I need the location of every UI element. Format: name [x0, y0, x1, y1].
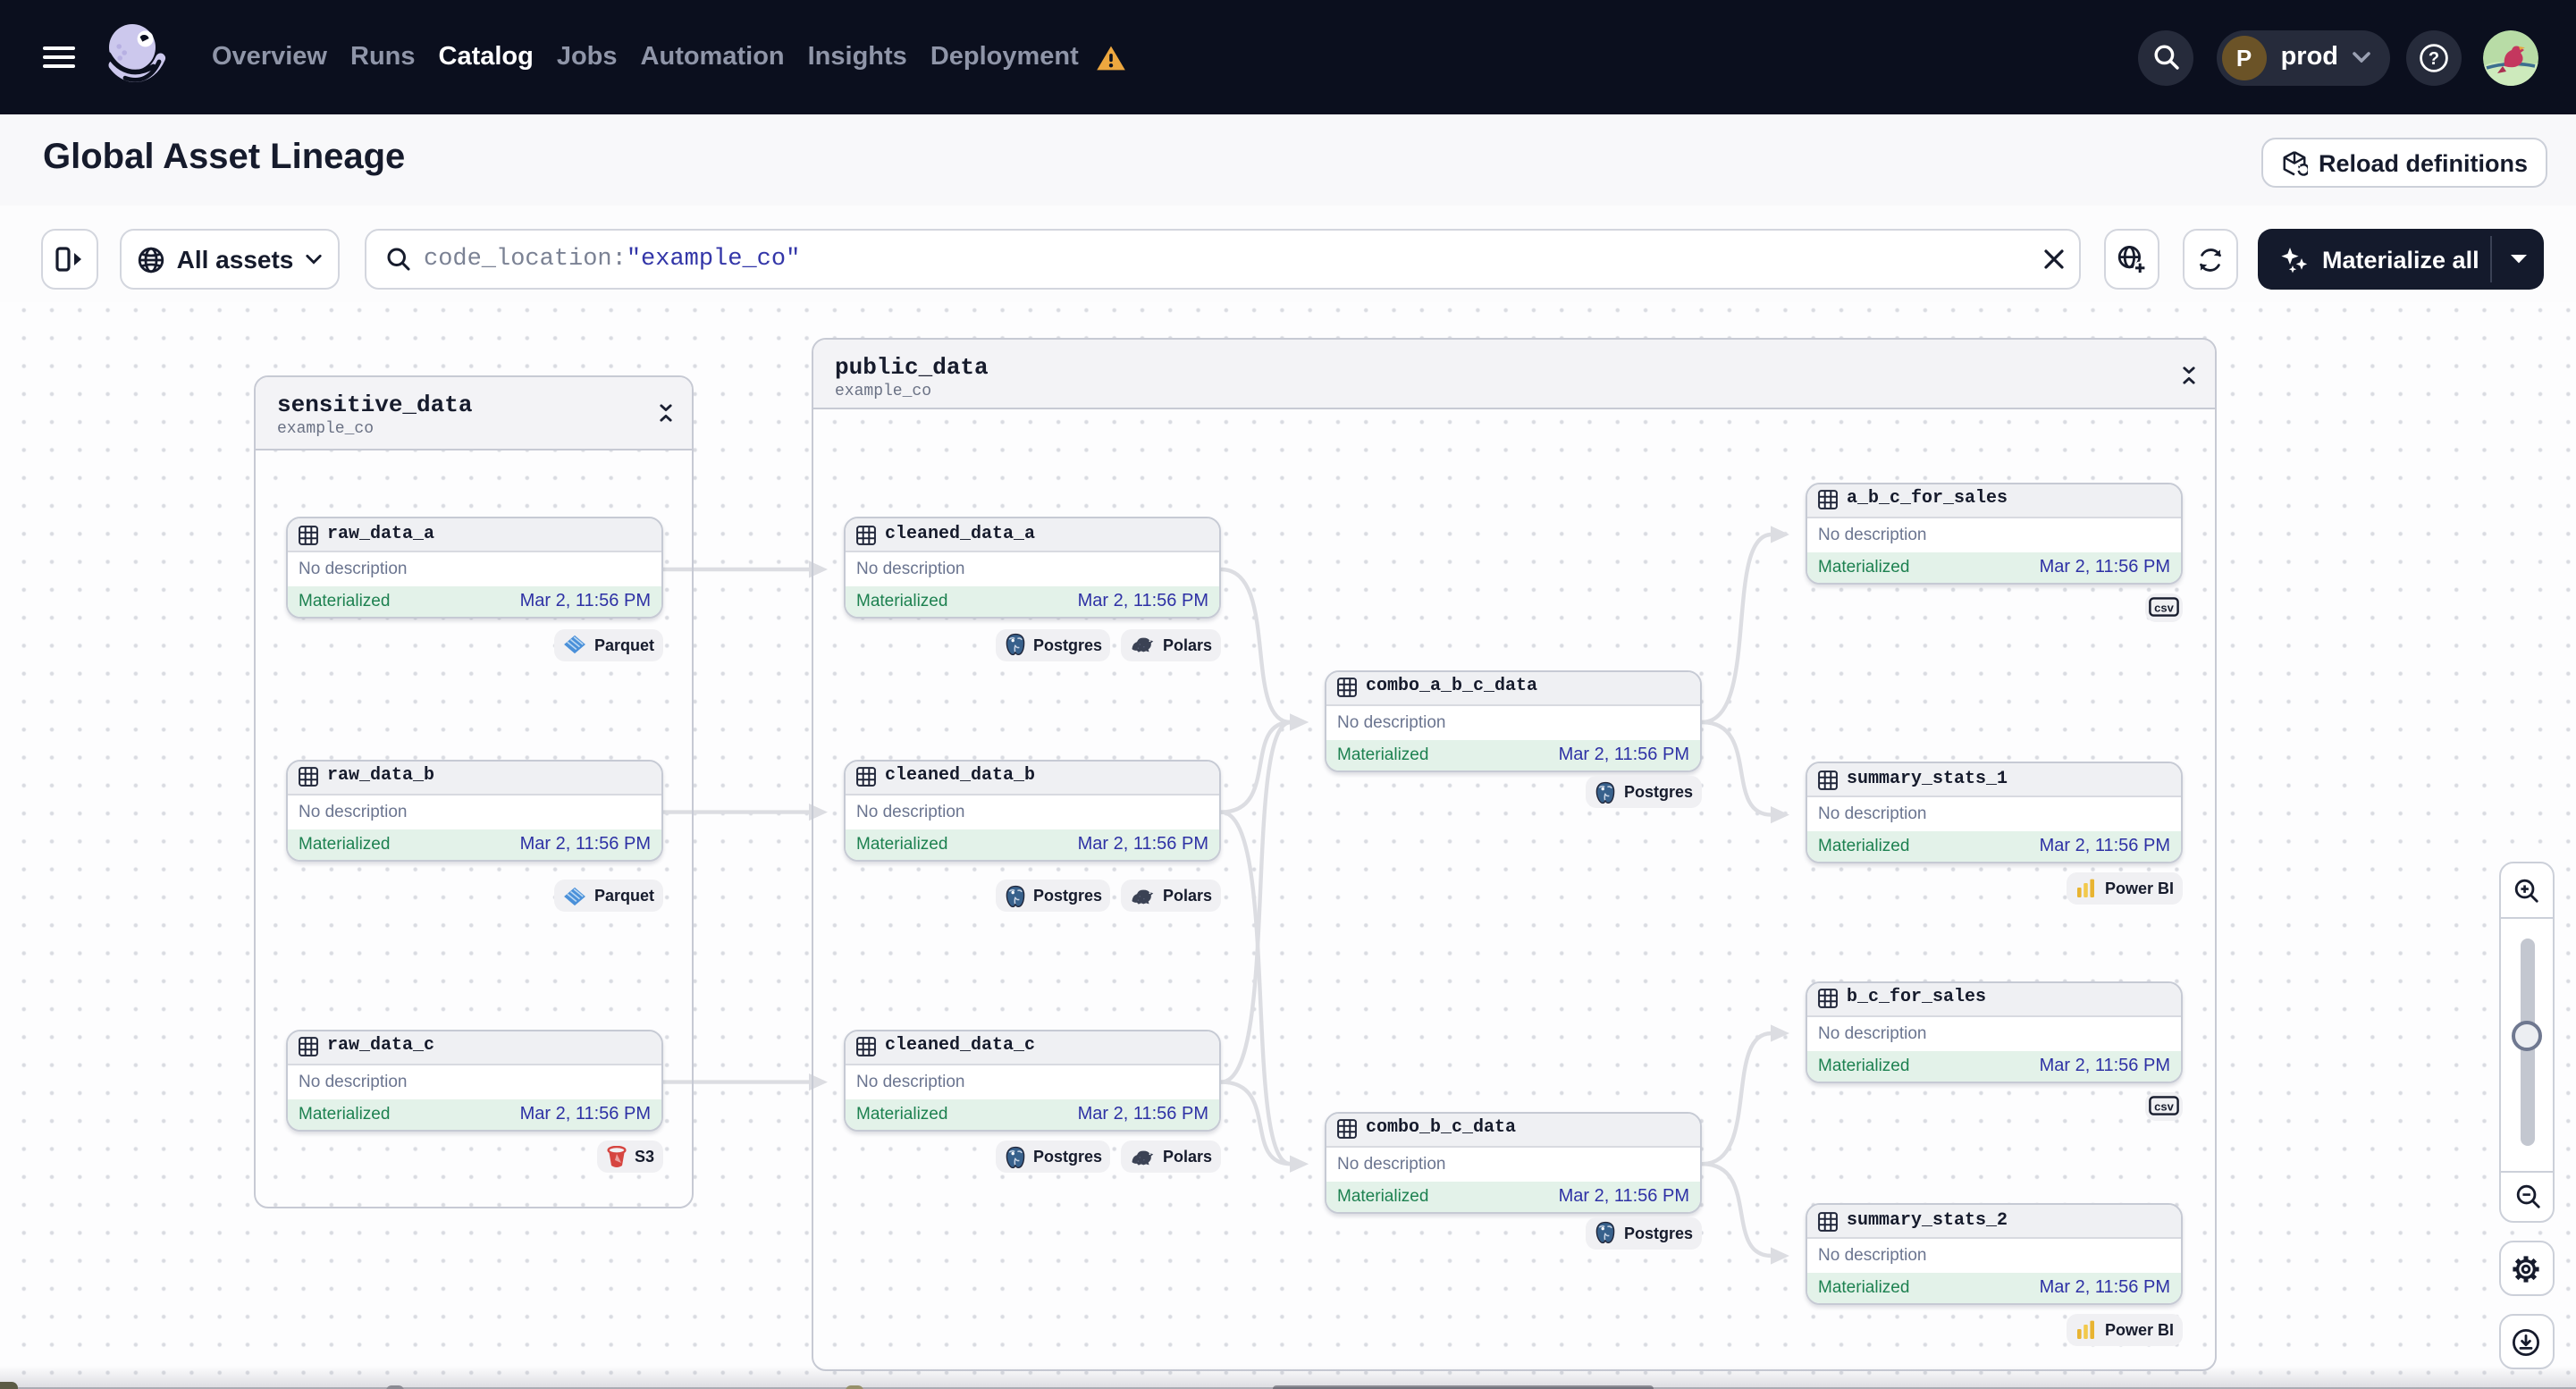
svg-text:csv: csv [2154, 602, 2174, 615]
svg-text:csv: csv [2154, 1100, 2174, 1114]
svg-text:?: ? [2429, 48, 2439, 68]
